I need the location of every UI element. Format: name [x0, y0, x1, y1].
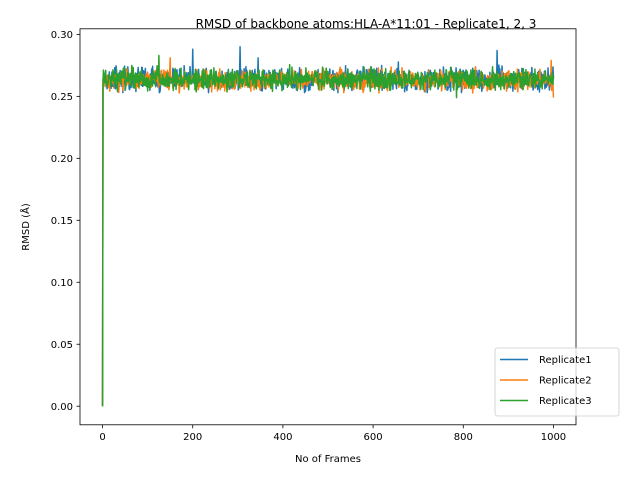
chart-title: RMSD of backbone atoms:HLA-A*11:01 - Rep…	[196, 17, 537, 31]
y-tick-label: 0.05	[51, 340, 73, 351]
legend-label: Replicate3	[539, 396, 592, 407]
x-axis-label: No of Frames	[295, 454, 361, 465]
legend-label: Replicate1	[539, 355, 592, 366]
series-line-replicate3	[101, 54, 555, 407]
legend-box	[494, 347, 620, 417]
y-tick-label: 0.10	[51, 278, 73, 289]
y-axis-label: RMSD (Å)	[19, 203, 32, 251]
y-tick-label: 0.25	[51, 92, 73, 103]
x-tick-label: 800	[454, 432, 473, 443]
series-line-replicate2	[101, 57, 555, 407]
x-tick-label: 600	[364, 432, 383, 443]
legend-label: Replicate2	[539, 376, 592, 387]
plot-frame	[79, 28, 577, 426]
plot-lines	[101, 46, 555, 407]
y-axis: 0.00 0.05 0.10 0.15 0.20 0.25 0.30	[51, 30, 80, 413]
legend: Replicate1 Replicate2 Replicate3	[494, 347, 620, 417]
series-line-replicate1	[101, 46, 555, 407]
y-tick-label: 0.00	[51, 402, 73, 413]
x-tick-label: 200	[183, 432, 202, 443]
x-tick-label: 1000	[541, 432, 566, 443]
y-tick-label: 0.20	[51, 154, 73, 165]
x-tick-label: 0	[99, 432, 105, 443]
y-tick-label: 0.30	[51, 30, 73, 41]
x-tick-label: 400	[273, 432, 292, 443]
x-axis: 0 200 400 600 800 1000	[99, 424, 566, 443]
y-tick-label: 0.15	[51, 216, 73, 227]
